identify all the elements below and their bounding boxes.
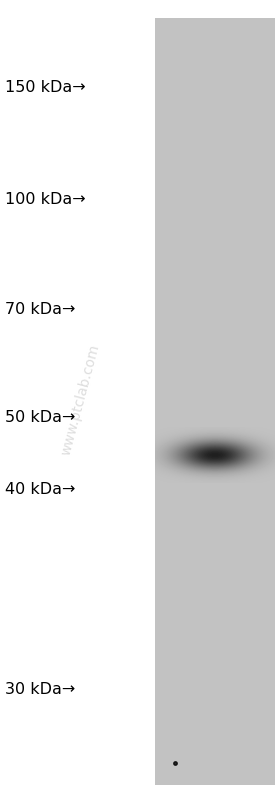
- Text: 40 kDa→: 40 kDa→: [5, 483, 75, 498]
- Bar: [155, 18, 275, 785]
- Text: 150 kDa→: 150 kDa→: [5, 81, 86, 96]
- Text: 50 kDa→: 50 kDa→: [5, 411, 75, 426]
- Text: 30 kDa→: 30 kDa→: [5, 682, 75, 698]
- Text: 70 kDa→: 70 kDa→: [5, 303, 75, 317]
- Text: www.ptclab.com: www.ptclab.com: [59, 343, 102, 457]
- Text: 100 kDa→: 100 kDa→: [5, 193, 86, 208]
